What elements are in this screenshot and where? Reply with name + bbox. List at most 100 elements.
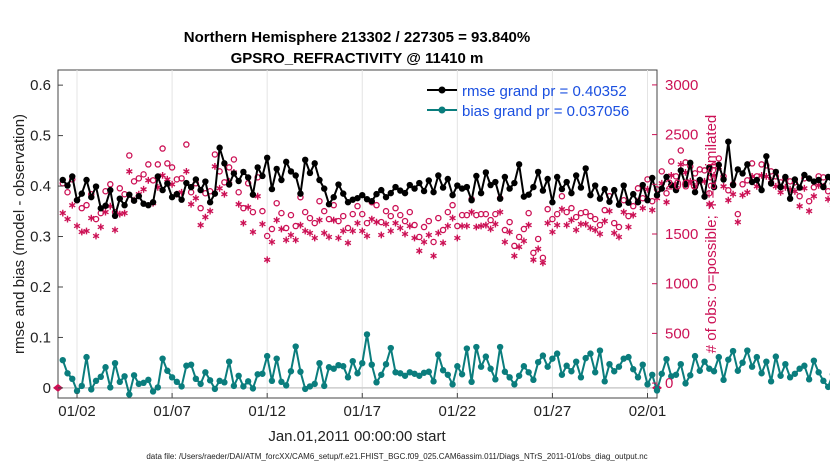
- obs-possible-point: [525, 209, 532, 217]
- rmse-point: [625, 199, 632, 206]
- obs-possible-point: [568, 204, 575, 212]
- obs-possible-point: [339, 212, 347, 220]
- obs-possible-point: [164, 160, 171, 167]
- obs-possible-point: [715, 155, 723, 162]
- rmse-point: [777, 183, 784, 191]
- rmse-point: [121, 202, 128, 209]
- rmse-point: [249, 191, 257, 198]
- rmse-point: [273, 165, 280, 173]
- obs-possible-point: [634, 185, 642, 192]
- obs-assimilated-point: [363, 232, 371, 240]
- bias-point: [482, 353, 490, 360]
- obs-possible-point: [126, 152, 133, 159]
- obs-possible-point: [520, 225, 528, 233]
- obs-assimilated-point: [482, 221, 490, 229]
- bias-point: [116, 378, 124, 386]
- obs-assimilated-point: [197, 221, 204, 229]
- rmse-point: [691, 188, 699, 196]
- bias-point: [78, 382, 85, 390]
- obs-assimilated-point: [463, 222, 471, 230]
- bias-point: [444, 371, 452, 378]
- rmse-point: [501, 173, 509, 181]
- obs-assimilated-point: [477, 222, 485, 230]
- obs-possible-point: [140, 171, 147, 178]
- obs-possible-point: [354, 202, 361, 210]
- obs-assimilated-point: [216, 184, 223, 192]
- obs-assimilated-point: [206, 207, 214, 215]
- bias-point: [606, 360, 613, 368]
- obs-assimilated-point: [601, 217, 609, 225]
- bias-point: [691, 352, 699, 360]
- bias-point: [354, 370, 361, 377]
- bias-point: [572, 358, 580, 365]
- bias-point: [582, 354, 589, 362]
- bias-point: [820, 377, 827, 385]
- rmse-point: [534, 168, 542, 176]
- obs-possible-point: [805, 197, 813, 205]
- bias-point: [330, 365, 337, 372]
- bias-point: [159, 355, 166, 362]
- bias-point: [316, 359, 323, 367]
- obs-assimilated-point: [221, 190, 228, 198]
- bias-point: [791, 370, 799, 377]
- obs-assimilated-point: [439, 239, 447, 247]
- obs-possible-point: [187, 189, 195, 196]
- bias-point: [130, 372, 138, 379]
- legend-rmse-label: rmse grand pr = 0.40352: [462, 83, 627, 100]
- bias-point: [373, 379, 380, 386]
- obs-assimilated-point: [534, 245, 542, 253]
- obs-possible-point: [363, 219, 371, 227]
- obs-assimilated-point: [663, 198, 670, 206]
- obs-possible-point: [482, 210, 490, 218]
- bias-point: [430, 378, 437, 385]
- bias-point: [192, 375, 200, 383]
- obs-assimilated-point: [568, 216, 575, 224]
- bias-point: [425, 368, 433, 375]
- bias-point: [59, 356, 66, 364]
- rmse-point: [601, 185, 608, 193]
- obs-assimilated-point: [244, 203, 252, 211]
- rmse-point: [64, 182, 71, 189]
- obs-assimilated-point: [553, 221, 561, 229]
- rmse-point: [805, 175, 813, 182]
- rmse-point: [725, 138, 732, 145]
- rmse-point: [682, 181, 689, 188]
- obs-possible-point: [796, 192, 803, 200]
- rmse-point: [178, 196, 185, 203]
- obs-possible-point: [506, 218, 513, 226]
- obs-assimilated-point: [511, 252, 518, 260]
- rmse-point: [710, 183, 718, 191]
- bias-point: [197, 380, 204, 388]
- obs-possible-point: [587, 212, 594, 220]
- obs-assimilated-point: [339, 227, 347, 235]
- rmse-point: [97, 205, 104, 212]
- rmse-point: [658, 185, 665, 192]
- obs-assimilated-point: [92, 232, 100, 240]
- data-file-footnote: data file: /Users/raeder/DAI/ATM_forcXX/…: [146, 452, 647, 461]
- bias-point: [468, 378, 475, 386]
- y-left-tick-label: 0.4: [30, 178, 51, 195]
- obs-possible-point: [306, 214, 314, 222]
- obs-possible-point: [249, 208, 257, 216]
- bias-point: [254, 371, 261, 378]
- obs-assimilated-point: [744, 188, 751, 196]
- rmse-point: [582, 165, 589, 172]
- bias-point: [625, 353, 632, 361]
- obs-possible-point: [591, 215, 599, 223]
- obs-possible-point: [725, 187, 732, 194]
- obs-possible-point: [263, 232, 271, 240]
- rmse-point: [382, 193, 390, 201]
- rmse-point: [83, 176, 90, 184]
- obs-assimilated-point: [145, 176, 152, 184]
- obs-assimilated-point: [805, 207, 813, 215]
- rmse-point: [553, 173, 561, 181]
- rmse-point: [102, 202, 109, 209]
- bias-point: [644, 381, 651, 388]
- bias-point: [240, 383, 247, 390]
- obs-assimilated-point: [582, 220, 589, 228]
- rmse-point: [801, 171, 808, 179]
- bias-point: [278, 378, 285, 386]
- obs-assimilated-point: [425, 231, 433, 239]
- rmse-point: [59, 176, 66, 184]
- bias-point: [173, 378, 181, 386]
